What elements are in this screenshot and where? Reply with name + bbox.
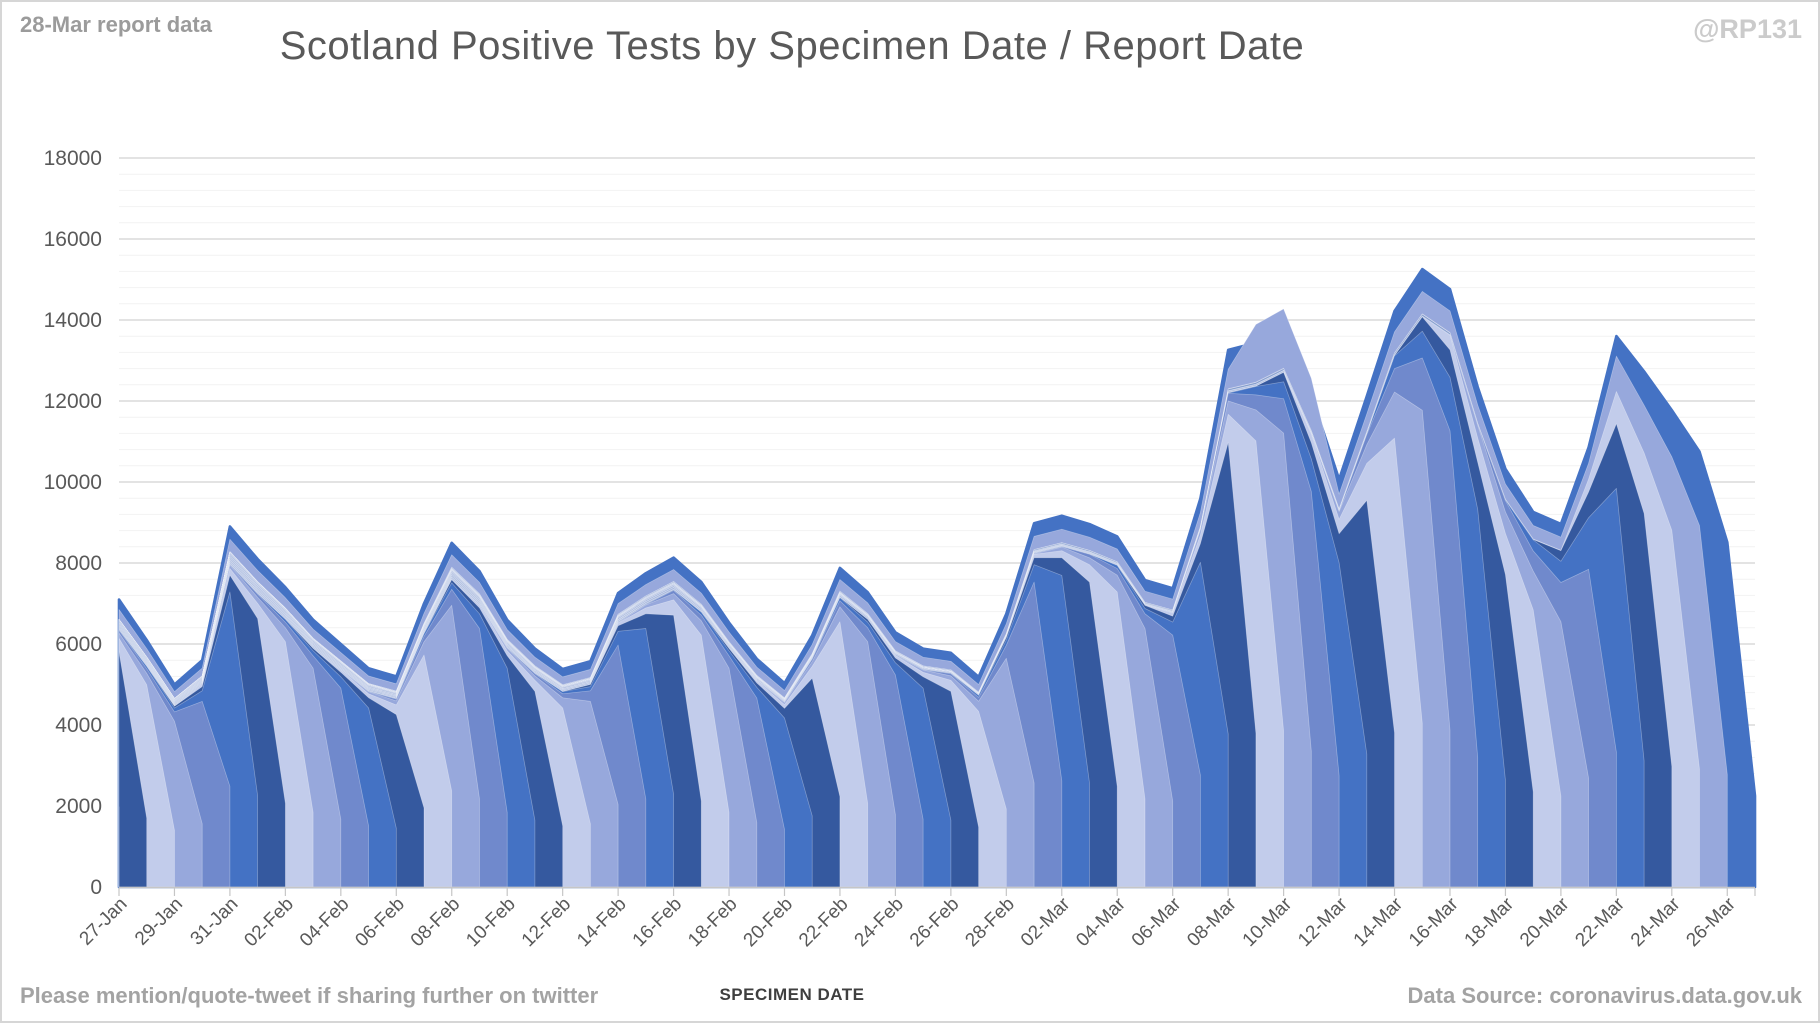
- x-axis-tick-label: 02-Mar: [1017, 893, 1075, 951]
- x-axis-tick-label: 22-Mar: [1571, 893, 1629, 951]
- x-axis-tick-label: 29-Jan: [131, 894, 187, 950]
- y-axis-tick-label: 2000: [55, 795, 102, 818]
- x-axis-tick-label: 06-Feb: [351, 894, 408, 951]
- author-watermark: @RP131: [1693, 14, 1802, 44]
- x-axis-tick-label: 16-Feb: [629, 894, 686, 951]
- y-axis-tick-label: 16000: [44, 228, 102, 251]
- x-axis-tick-label: 31-Jan: [187, 894, 243, 950]
- x-axis-tick-label: 12-Mar: [1294, 893, 1352, 951]
- share-note: Please mention/quote-tweet if sharing fu…: [20, 983, 599, 1008]
- x-axis-tick-label: 20-Feb: [740, 894, 797, 951]
- x-axis-tick-label: 22-Feb: [795, 894, 852, 951]
- x-axis-tick-label: 02-Feb: [240, 894, 297, 951]
- axes: [118, 886, 1756, 896]
- x-axis-tick-label: 27-Jan: [76, 894, 132, 950]
- x-axis-tick-label: 12-Feb: [518, 894, 575, 951]
- report-date-note: 28-Mar report data: [20, 12, 212, 37]
- y-axis-tick-label: 10000: [44, 471, 102, 494]
- x-axis-tick-label: 10-Feb: [462, 894, 519, 951]
- y-axis-tick-label: 0: [90, 876, 102, 899]
- page-title: Scotland Positive Tests by Specimen Date…: [279, 24, 1305, 68]
- x-axis-tick-label: 04-Mar: [1072, 893, 1130, 951]
- x-axis-tick-label: 14-Feb: [573, 894, 630, 951]
- x-axis-tick-label: 16-Mar: [1405, 893, 1463, 951]
- x-axis-tick-label: 14-Mar: [1350, 893, 1408, 951]
- y-axis-tick-label: 14000: [44, 309, 102, 332]
- x-axis-tick-label: 24-Feb: [851, 894, 908, 951]
- x-axis-tick-label: 26-Mar: [1682, 893, 1740, 951]
- y-axis-tick-label: 6000: [55, 633, 102, 656]
- y-axis-tick-label: 12000: [44, 390, 102, 413]
- report-area-series: [117, 267, 1757, 889]
- x-axis-tick-label: 06-Mar: [1128, 893, 1186, 951]
- x-axis-title: SPECIMEN DATE: [719, 985, 865, 1004]
- x-axis-tick-label: 10-Mar: [1239, 893, 1297, 951]
- y-axis-tick-label: 18000: [44, 147, 102, 170]
- x-axis-tick-label: 04-Feb: [296, 894, 353, 951]
- x-axis-tick-label: 08-Feb: [407, 894, 464, 951]
- y-axis-tick-label: 4000: [55, 714, 102, 737]
- x-axis-tick-label: 28-Feb: [961, 894, 1018, 951]
- x-axis-tick-label: 08-Mar: [1183, 893, 1241, 951]
- x-axis-tick-label: 24-Mar: [1627, 893, 1685, 951]
- x-axis-tick-label: 18-Mar: [1461, 893, 1519, 951]
- x-axis-tick-label: 18-Feb: [684, 894, 741, 951]
- y-axis-tick-label: 8000: [55, 552, 102, 575]
- data-source-note: Data Source: coronavirus.data.gov.uk: [1407, 983, 1802, 1008]
- x-axis-tick-label: 20-Mar: [1516, 893, 1574, 951]
- x-axis-tick-label: 26-Feb: [906, 894, 963, 951]
